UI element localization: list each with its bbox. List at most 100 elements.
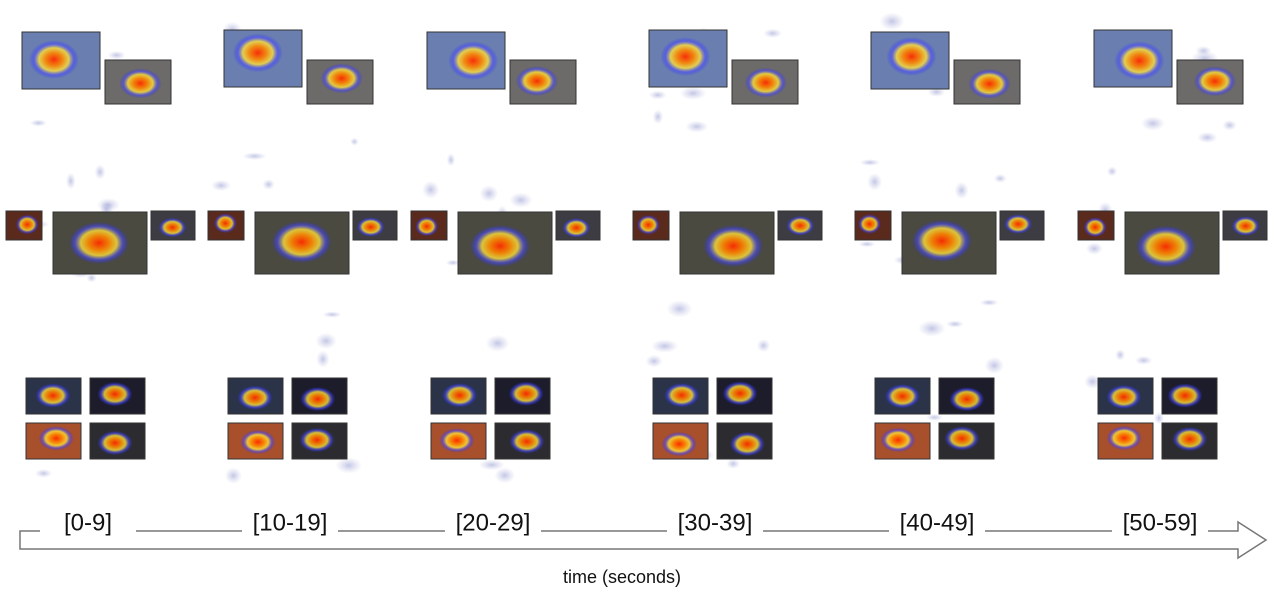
heat-blob <box>35 383 71 408</box>
gaze-haze <box>648 90 667 100</box>
gaze-haze <box>1141 116 1165 131</box>
time-arrow <box>19 520 1268 560</box>
heat-blob <box>660 37 711 77</box>
heat-blob <box>944 426 980 451</box>
gaze-haze <box>927 87 946 97</box>
gaze-haze <box>242 152 267 161</box>
heat-blob <box>1114 41 1165 81</box>
heat-blob <box>884 383 921 409</box>
gaze-haze <box>984 356 1004 374</box>
gaze-haze <box>335 457 363 474</box>
heat-blob <box>562 218 591 238</box>
gaze-haze <box>979 299 999 306</box>
heat-blob <box>515 66 558 96</box>
label-background <box>889 508 985 538</box>
gaze-haze <box>211 179 231 192</box>
gaze-haze <box>446 153 456 167</box>
gaze-haze <box>1084 374 1101 389</box>
time-label: [10-19] <box>253 509 328 536</box>
gaze-haze <box>445 259 461 266</box>
heat-blob <box>68 221 129 265</box>
heat-blob <box>886 37 937 76</box>
heat-blob <box>968 68 1011 99</box>
gaze-haze <box>1085 242 1103 255</box>
gaze-haze <box>422 180 440 199</box>
gaze-haze <box>94 164 106 180</box>
heat-blob <box>1135 225 1196 268</box>
gaze-haze <box>946 320 964 328</box>
heat-blob <box>1193 66 1236 97</box>
heat-blob <box>722 381 758 406</box>
gaze-haze <box>478 459 505 471</box>
heat-blob <box>448 41 499 81</box>
time-label: [40-49] <box>900 509 975 536</box>
gaze-haze <box>316 350 330 368</box>
heat-blob <box>508 381 544 406</box>
heat-blob <box>1004 214 1033 234</box>
gaze-haze <box>1197 131 1218 144</box>
heat-blob <box>880 427 916 453</box>
heat-blob <box>509 429 545 454</box>
heat-blob <box>119 68 162 99</box>
heat-blob <box>38 426 74 451</box>
heat-blob <box>97 430 133 456</box>
gaze-haze <box>1222 119 1237 131</box>
heat-blob <box>439 428 475 453</box>
gaze-haze <box>485 334 510 352</box>
gaze-haze <box>29 119 47 127</box>
gaze-haze <box>1106 166 1118 177</box>
label-background <box>1112 508 1208 538</box>
heat-blob <box>158 217 187 238</box>
heat-blob <box>1231 216 1260 236</box>
heat-blob <box>28 40 79 79</box>
gaze-haze <box>685 120 709 133</box>
label-background <box>242 508 338 538</box>
gaze-haze <box>666 300 693 318</box>
time-label: [20-29] <box>456 509 531 536</box>
heat-blob <box>240 429 276 455</box>
heat-blob <box>949 386 985 412</box>
gaze-haze <box>879 12 905 31</box>
heat-blob <box>911 219 972 262</box>
heat-blob <box>661 431 697 457</box>
label-background <box>40 508 136 538</box>
heat-blob <box>1172 426 1208 452</box>
heat-blob <box>356 217 385 237</box>
gaze-haze <box>645 354 663 368</box>
gaze-haze <box>35 468 53 478</box>
heat-blob <box>664 382 700 408</box>
gaze-haze <box>1134 355 1153 365</box>
heat-blob <box>320 63 363 94</box>
gaze-haze <box>1153 412 1165 425</box>
gaze-haze <box>509 192 533 208</box>
heat-blob <box>636 215 660 235</box>
heat-blob <box>1106 384 1142 410</box>
gaze-haze <box>651 339 679 353</box>
time-label: [0-9] <box>64 509 112 536</box>
heat-blob <box>1167 383 1203 408</box>
label-background <box>445 508 541 538</box>
axis-label: time (seconds) <box>563 567 681 587</box>
heat-blob <box>97 381 133 407</box>
gaze-haze <box>322 311 342 318</box>
gaze-haze <box>315 332 337 350</box>
heat-blob <box>1083 217 1107 238</box>
heatmap-thumbnails <box>5 12 1268 484</box>
heat-blob <box>300 386 336 412</box>
label-background <box>667 508 763 538</box>
gaze-haze <box>954 181 969 200</box>
heat-blob <box>744 67 787 98</box>
gaze-haze <box>96 197 121 212</box>
gaze-haze <box>993 173 1007 183</box>
heat-blob <box>213 213 237 234</box>
gaze-haze <box>918 320 946 337</box>
gaze-haze <box>867 172 883 191</box>
gaze-haze <box>224 467 242 484</box>
heat-blob <box>729 431 765 457</box>
gaze-haze <box>859 159 881 166</box>
gaze-haze <box>858 241 876 248</box>
heat-blob <box>441 383 478 408</box>
time-labels: [0-9] [10-19] [20-29] [30-39] [40-49] [50-59] <box>40 508 1208 538</box>
gaze-haze <box>262 179 275 190</box>
